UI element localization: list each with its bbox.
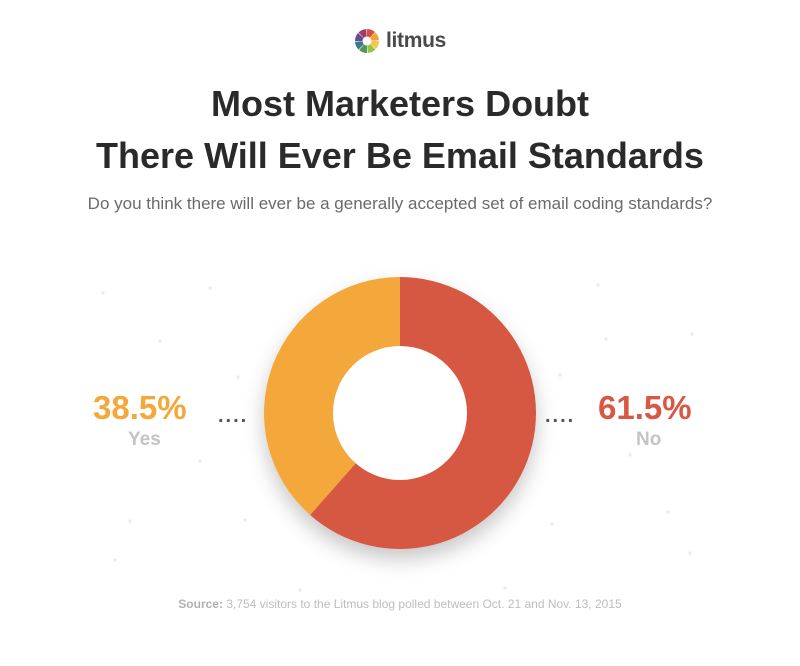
background-dot [596,283,600,287]
no-percent-label: 61.5% [598,389,692,426]
background-dot [690,332,694,336]
background-dot [298,588,302,592]
logo-wheel-segment [358,29,367,38]
logo-wheel-segment [370,32,379,41]
background-dot [236,375,240,379]
chart-subtitle: Do you think there will ever be a genera… [87,194,713,213]
logo-wheel-segment [359,44,367,53]
logo-wheel-segment [354,33,364,41]
litmus-wheel-icon [354,29,379,53]
background-dots [101,283,694,592]
logo-wheel-segment [354,41,364,50]
background-dot [158,339,162,343]
yes-percent-label: 38.5% [93,389,187,426]
chart-title-line-1: Most Marketers Doubt [210,83,590,124]
no-category-label: No [636,429,662,450]
no-leader-dots: .... [545,405,576,427]
background-dot [628,453,632,457]
background-dot [243,518,247,522]
background-dot [101,291,105,295]
source-note: Source: 3,754 visitors to the Litmus blo… [0,597,800,611]
background-dot [666,510,670,514]
source-text: 3,754 visitors to the Litmus blog polled… [222,597,622,611]
background-dot [604,337,608,341]
brand-name: litmus [385,29,447,52]
chart-title-line-2: There Will Ever Be Email Standards [96,135,704,176]
background-dot [558,373,562,377]
background-dot [113,558,117,562]
donut-hole [333,346,467,480]
background-dot [688,551,692,555]
background-dot [198,459,202,463]
yes-category-label: Yes [128,429,161,450]
background-dot [550,522,554,526]
logo-wheel-segment [367,44,376,53]
yes-leader-dots: .... [218,405,249,427]
logo-wheel-segment [370,41,379,49]
background-dot [503,586,507,590]
background-dot [128,519,132,523]
logo-wheel-segment [366,29,375,38]
background-dot [208,286,212,290]
slice-yes [264,277,400,516]
brand-logo: litmus [0,26,800,56]
source-label: Source: [178,597,223,611]
